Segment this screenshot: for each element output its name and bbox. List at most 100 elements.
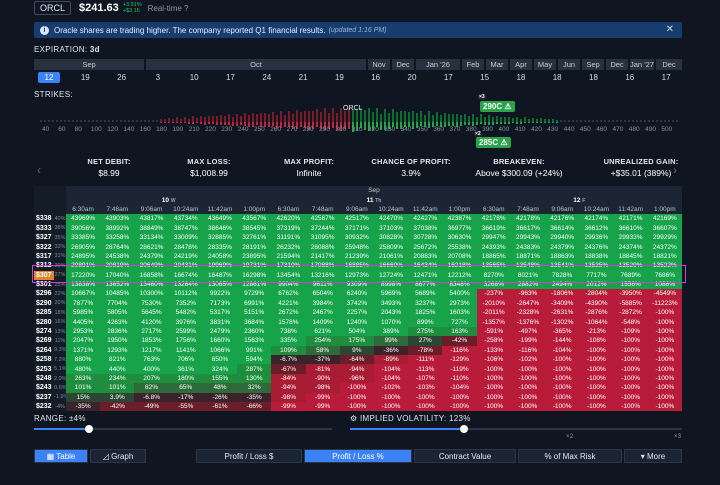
pl-cell[interactable]: -100% [613,355,648,365]
pl-cell[interactable]: 7828% [545,270,580,280]
pl-cell[interactable]: 1217% [134,345,169,356]
pl-cell[interactable]: -1357% [476,317,511,327]
pl-cell[interactable]: 1240% [339,317,374,327]
pl-cell[interactable]: -119% [442,364,477,374]
pl-cell[interactable]: 1578% [271,317,306,327]
pl-cell[interactable]: -98% [305,383,340,393]
pl-cell[interactable]: -2804% [579,289,614,299]
expiration-day-21[interactable]: 21 [298,73,308,82]
pl-cell[interactable]: 25672% [408,242,443,252]
pl-cell[interactable]: -100% [647,345,682,356]
tab-profit-loss-[interactable]: Profit / Loss % [304,449,412,463]
pl-cell[interactable]: -78% [408,345,443,356]
pl-cell[interactable]: 175% [339,336,374,346]
pl-cell[interactable]: 36617% [510,223,546,233]
pl-cell[interactable]: 3976% [168,317,203,327]
pl-cell[interactable]: -99% [305,401,340,412]
pl-cell[interactable]: -100% [579,383,614,393]
pl-cell[interactable]: 13460% [134,279,169,290]
pl-cell[interactable]: -100% [408,401,443,412]
expiration-day-17[interactable]: 17 [226,73,235,82]
pl-cell[interactable]: -98% [271,392,306,402]
pl-cell[interactable]: 29947% [476,232,511,243]
pl-cell[interactable]: -4549% [647,289,682,299]
pl-cell[interactable]: 32% [237,383,272,393]
pl-cell[interactable]: -100% [510,373,546,384]
month-2[interactable]: Nov [368,59,390,70]
pl-cell[interactable]: -100% [613,373,648,384]
pl-cell[interactable]: 30828% [373,232,409,243]
pl-cell[interactable]: 32885% [202,232,238,243]
month-12[interactable]: Jan '27 [630,59,654,70]
pl-cell[interactable]: 24374% [613,242,648,252]
pl-cell[interactable]: -104% [373,364,409,374]
tab-more[interactable]: ▾ More [624,449,682,463]
pl-cell[interactable]: 3493% [373,298,409,309]
pl-cell[interactable]: 1141% [168,345,203,356]
pl-cell[interactable]: -99% [305,392,340,402]
pl-cell[interactable]: -3409% [545,298,580,309]
range-slider-knob[interactable] [84,425,93,433]
strike-tag-290c[interactable]: 290C ⚠ [480,101,515,112]
month-10[interactable]: Sep [582,59,604,70]
pl-cell[interactable]: 26232% [271,242,306,252]
pl-cell[interactable]: -100% [442,392,477,402]
pl-cell[interactable]: -100% [579,401,614,412]
pl-cell[interactable]: -42% [100,401,135,412]
pl-cell[interactable]: -116% [442,345,477,356]
pl-cell[interactable]: 29936% [579,232,614,243]
strike-tag-285c[interactable]: 285C ⚠ [476,137,511,148]
pl-cell[interactable]: -102% [510,355,546,365]
pl-cell[interactable]: 1556% [613,279,648,290]
pl-cell[interactable]: 3268% [476,279,511,290]
pl-cell[interactable]: -100% [339,392,374,402]
pl-cell[interactable]: 1409% [305,317,340,327]
pl-cell[interactable]: 2599% [168,326,203,337]
pl-cell[interactable]: 9729% [237,289,272,299]
pl-cell[interactable]: 9922% [202,289,238,299]
expiration-day-19[interactable]: 19 [334,73,344,82]
pl-cell[interactable]: 37244% [305,223,340,233]
pl-cell[interactable]: 42427% [408,214,443,224]
pl-cell[interactable]: -591% [476,326,511,337]
pl-cell[interactable]: -100% [613,345,648,356]
pl-cell[interactable]: 42567% [305,214,340,224]
pl-cell[interactable]: -2872% [613,308,648,318]
pl-cell[interactable]: 42178% [510,214,546,224]
pl-cell[interactable]: 7717% [579,270,614,280]
pl-cell[interactable]: 9611% [305,279,340,290]
expiration-day-3[interactable]: 3 [155,73,161,82]
pl-cell[interactable]: -103% [408,383,443,393]
pl-cell[interactable]: -100% [339,383,374,393]
pl-cell[interactable]: -100% [510,383,546,393]
pl-cell[interactable]: 29940% [545,232,580,243]
pl-cell[interactable]: 234% [100,373,135,384]
pl-cell[interactable]: 18865% [476,251,511,262]
pl-cell[interactable]: 42517% [339,214,374,224]
pl-cell[interactable]: 5400% [442,289,477,299]
pl-cell[interactable]: 7352% [168,298,203,309]
pl-cell[interactable]: 706% [168,355,203,365]
pl-cell[interactable]: -94% [339,364,374,374]
pl-cell[interactable]: 21594% [271,251,306,262]
pl-cell[interactable]: 28191% [237,242,272,252]
pl-cell[interactable]: -108% [579,336,614,346]
pl-cell[interactable]: -497% [510,326,546,337]
pl-cell[interactable]: 3.9% [100,392,135,402]
range-slider[interactable] [34,425,332,433]
pl-cell[interactable]: 28764% [100,242,135,252]
pl-cell[interactable]: 29943% [510,232,546,243]
pl-cell[interactable]: 24538% [100,251,135,262]
pl-cell[interactable]: 3831% [202,317,238,327]
pl-cell[interactable]: 42387% [442,214,477,224]
pl-cell[interactable]: 2047% [66,336,101,346]
pl-cell[interactable]: 31191% [271,232,306,243]
pl-cell[interactable]: -100% [476,383,511,393]
pl-cell[interactable]: 38545% [237,223,272,233]
pl-cell[interactable]: 16298% [237,270,272,280]
pl-cell[interactable]: -100% [373,392,409,402]
pl-cell[interactable]: -1302% [545,317,580,327]
pl-cell[interactable]: 42620% [271,214,306,224]
pl-cell[interactable]: 5482% [168,308,203,318]
pl-cell[interactable]: -35% [237,392,272,402]
